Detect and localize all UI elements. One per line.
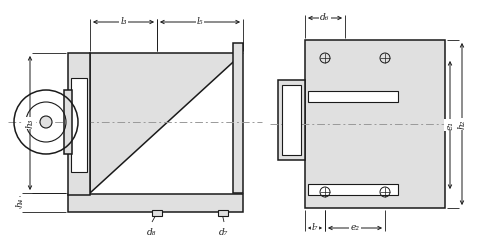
Bar xyxy=(68,53,90,195)
Bar xyxy=(278,80,305,160)
Text: d₆: d₆ xyxy=(320,14,330,22)
Text: h₂: h₂ xyxy=(458,119,466,129)
Text: e₂: e₂ xyxy=(350,224,360,232)
Text: e₁: e₁ xyxy=(446,120,454,130)
Bar xyxy=(308,91,398,102)
Bar xyxy=(64,90,72,154)
Text: d₈: d₈ xyxy=(148,228,156,237)
Text: h₄: h₄ xyxy=(16,198,24,207)
Bar xyxy=(71,78,87,172)
Text: h₃: h₃ xyxy=(26,118,35,128)
Text: l₇: l₇ xyxy=(312,224,318,232)
Text: d₇: d₇ xyxy=(220,228,228,237)
Bar xyxy=(233,43,243,193)
Bar xyxy=(68,194,243,212)
Bar xyxy=(308,184,398,195)
Text: l₃: l₃ xyxy=(120,18,127,26)
Circle shape xyxy=(40,116,52,128)
Bar xyxy=(218,210,228,216)
Polygon shape xyxy=(90,53,243,193)
Text: l₅: l₅ xyxy=(197,18,203,26)
Bar xyxy=(282,85,301,155)
Bar xyxy=(152,210,162,216)
Bar xyxy=(305,40,445,208)
